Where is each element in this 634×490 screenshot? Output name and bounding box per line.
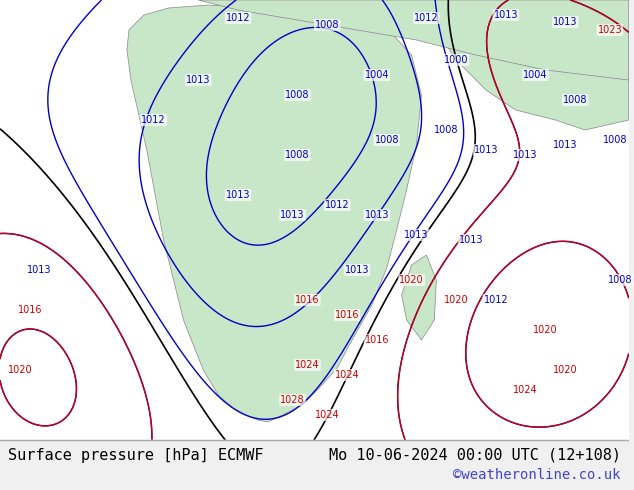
Text: 1013: 1013 — [474, 145, 498, 155]
Text: 1013: 1013 — [493, 10, 518, 20]
Text: 1012: 1012 — [325, 200, 349, 210]
Bar — [0, 0, 629, 440]
Text: 1028: 1028 — [280, 395, 305, 405]
Bar — [0, 440, 629, 490]
Text: 1013: 1013 — [27, 265, 52, 275]
Text: 1012: 1012 — [414, 13, 439, 23]
Text: 1024: 1024 — [514, 385, 538, 395]
Text: 1008: 1008 — [434, 125, 458, 135]
Text: 1013: 1013 — [553, 17, 578, 27]
Text: 1013: 1013 — [280, 210, 305, 220]
Text: 1008: 1008 — [607, 275, 632, 285]
Text: 1013: 1013 — [514, 150, 538, 160]
Polygon shape — [427, 0, 629, 130]
Text: 1013: 1013 — [459, 235, 483, 245]
Text: ©weatheronline.co.uk: ©weatheronline.co.uk — [453, 468, 621, 482]
Text: 1024: 1024 — [315, 410, 340, 420]
Text: 1008: 1008 — [563, 95, 588, 105]
Text: 1020: 1020 — [533, 325, 558, 335]
Text: 1013: 1013 — [186, 75, 210, 85]
Text: Surface pressure [hPa] ECMWF: Surface pressure [hPa] ECMWF — [8, 447, 264, 463]
Text: 1023: 1023 — [598, 25, 622, 35]
Text: 1016: 1016 — [295, 295, 320, 305]
Text: 1013: 1013 — [226, 190, 250, 200]
Text: 1000: 1000 — [444, 55, 469, 65]
Text: 1008: 1008 — [375, 135, 399, 145]
Text: 1020: 1020 — [553, 365, 578, 375]
Text: 1012: 1012 — [226, 13, 250, 23]
Text: 1016: 1016 — [18, 305, 42, 315]
Text: 1013: 1013 — [365, 210, 389, 220]
Text: 1013: 1013 — [345, 265, 369, 275]
Text: 1020: 1020 — [8, 365, 32, 375]
Text: 1016: 1016 — [335, 310, 359, 320]
Text: 1024: 1024 — [295, 360, 320, 370]
Text: 1016: 1016 — [365, 335, 389, 345]
Polygon shape — [127, 5, 422, 422]
Text: 1008: 1008 — [285, 150, 310, 160]
Text: 1024: 1024 — [335, 370, 359, 380]
Text: 1013: 1013 — [404, 230, 429, 240]
Text: 1008: 1008 — [602, 135, 627, 145]
Text: 1020: 1020 — [399, 275, 424, 285]
Text: 1004: 1004 — [523, 70, 548, 80]
Polygon shape — [198, 0, 629, 80]
Text: 1012: 1012 — [141, 115, 166, 125]
Polygon shape — [401, 255, 436, 340]
Text: 1012: 1012 — [484, 295, 508, 305]
Text: 1004: 1004 — [365, 70, 389, 80]
Text: 1013: 1013 — [553, 140, 578, 150]
Text: Mo 10-06-2024 00:00 UTC (12+108): Mo 10-06-2024 00:00 UTC (12+108) — [329, 447, 621, 463]
Text: 1020: 1020 — [444, 295, 469, 305]
Text: 1008: 1008 — [315, 20, 339, 30]
Text: 1008: 1008 — [285, 90, 310, 100]
